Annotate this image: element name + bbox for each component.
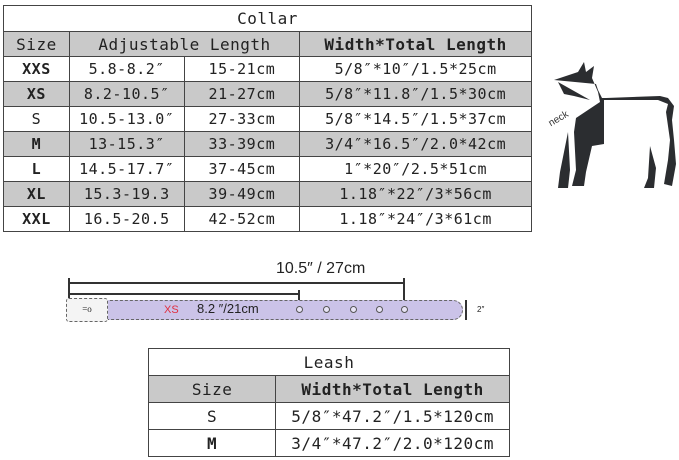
width-label: 2″ [477,305,485,314]
strap-hole [350,306,357,313]
table-row: L 14.5-17.7″ 37-45cm 1″*20″/2.5*51cm [3,156,532,182]
adjustable-cm-cell: 39-49cm [183,181,301,207]
table-row: M 13-15.3″ 33-39cm 3/4″*16.5″/2.0*42cm [3,131,532,157]
adjustable-cm-cell: 33-39cm [183,131,301,157]
min-length-label: 8.2 ″/21cm [197,301,259,316]
adjustable-inches-cell: 14.5-17.7″ [68,156,185,182]
table-row: XS 8.2-10.5″ 21-27cm 5/8″*11.8″/1.5*30cm [3,81,532,107]
max-length-line [68,282,403,284]
table-row: XL 15.3-19.3 39-49cm 1.18″*22″/3*56cm [3,181,532,207]
size-cell: S [3,106,70,132]
leash-width-length-cell: 3/4″*47.2″/2.0*120cm [275,429,510,457]
table-row: XXL 16.5-20.5 42-52cm 1.18″*24″/3*61cm [3,206,532,232]
leash-width-length-cell: 5/8″*47.2″/1.5*120cm [275,402,510,430]
strap-hole [296,306,303,313]
leash-header-size: Size [147,375,277,403]
width-length-cell: 5/8″*10″/1.5*25cm [299,56,532,82]
width-length-cell: 1″*20″/2.5*51cm [299,156,532,182]
collar-size-table: Collar Size Adjustable Length Width*Tota… [3,5,532,232]
leash-header-width-total-length: Width*Total Length [275,375,510,403]
size-cell: XS [3,81,70,107]
neck-label: neck [547,108,572,129]
leash-size-table: Leash Size Width*Total Length S 5/8″*47.… [147,348,510,457]
min-length-line [68,293,298,295]
size-cell: XXS [3,56,70,82]
strap-hole [376,306,383,313]
size-cell: L [3,156,70,182]
leash-size-cell: M [147,429,277,457]
width-length-cell: 5/8″*11.8″/1.5*30cm [299,81,532,107]
size-cell: XXL [3,206,70,232]
header-adjustable-length: Adjustable Length [68,31,301,57]
adjustable-cm-cell: 21-27cm [183,81,301,107]
width-length-cell: 1.18″*24″/3*61cm [299,206,532,232]
min-length-tick [298,290,300,304]
adjustable-cm-cell: 37-45cm [183,156,301,182]
width-length-cell: 3/4″*16.5″/2.0*42cm [299,131,532,157]
table-row: S 10.5-13.0″ 27-33cm 5/8″*14.5″/1.5*37cm [3,106,532,132]
width-arrow [465,300,467,320]
width-length-cell: 1.18″*22″/3*56cm [299,181,532,207]
adjustable-inches-cell: 16.5-20.5 [68,206,185,232]
header-size: Size [3,31,70,57]
adjustable-cm-cell: 27-33cm [183,106,301,132]
table-row: S 5/8″*47.2″/1.5*120cm [147,402,510,430]
collar-title: Collar [3,5,532,32]
size-cell: M [3,131,70,157]
header-width-total-length: Width*Total Length [299,31,532,57]
strap-hole [323,306,330,313]
max-length-label: 10.5″ / 27cm [276,260,366,277]
strap-hole [401,306,408,313]
adjustable-inches-cell: 5.8-8.2″ [68,56,185,82]
adjustable-inches-cell: 8.2-10.5″ [68,81,185,107]
max-length-tick [403,278,405,302]
table-row: M 3/4″*47.2″/2.0*120cm [147,429,510,457]
adjustable-cm-cell: 42-52cm [183,206,301,232]
leash-title: Leash [148,348,510,376]
adjustable-inches-cell: 13-15.3″ [68,131,185,157]
adjustable-inches-cell: 15.3-19.3 [68,181,185,207]
width-length-cell: 5/8″*14.5″/1.5*37cm [299,106,532,132]
leash-size-cell: S [147,402,277,430]
adjustable-inches-cell: 10.5-13.0″ [68,106,185,132]
dog-silhouette-icon [554,62,676,186]
buckle-icon: =o [66,298,108,322]
start-tick [68,278,70,300]
size-cell: XL [3,181,70,207]
table-row: XXS 5.8-8.2″ 15-21cm 5/8″*10″/1.5*25cm [3,56,532,82]
size-label: XS [164,304,179,316]
adjustable-cm-cell: 15-21cm [183,56,301,82]
dog-neck-illustration: neck [547,62,676,188]
